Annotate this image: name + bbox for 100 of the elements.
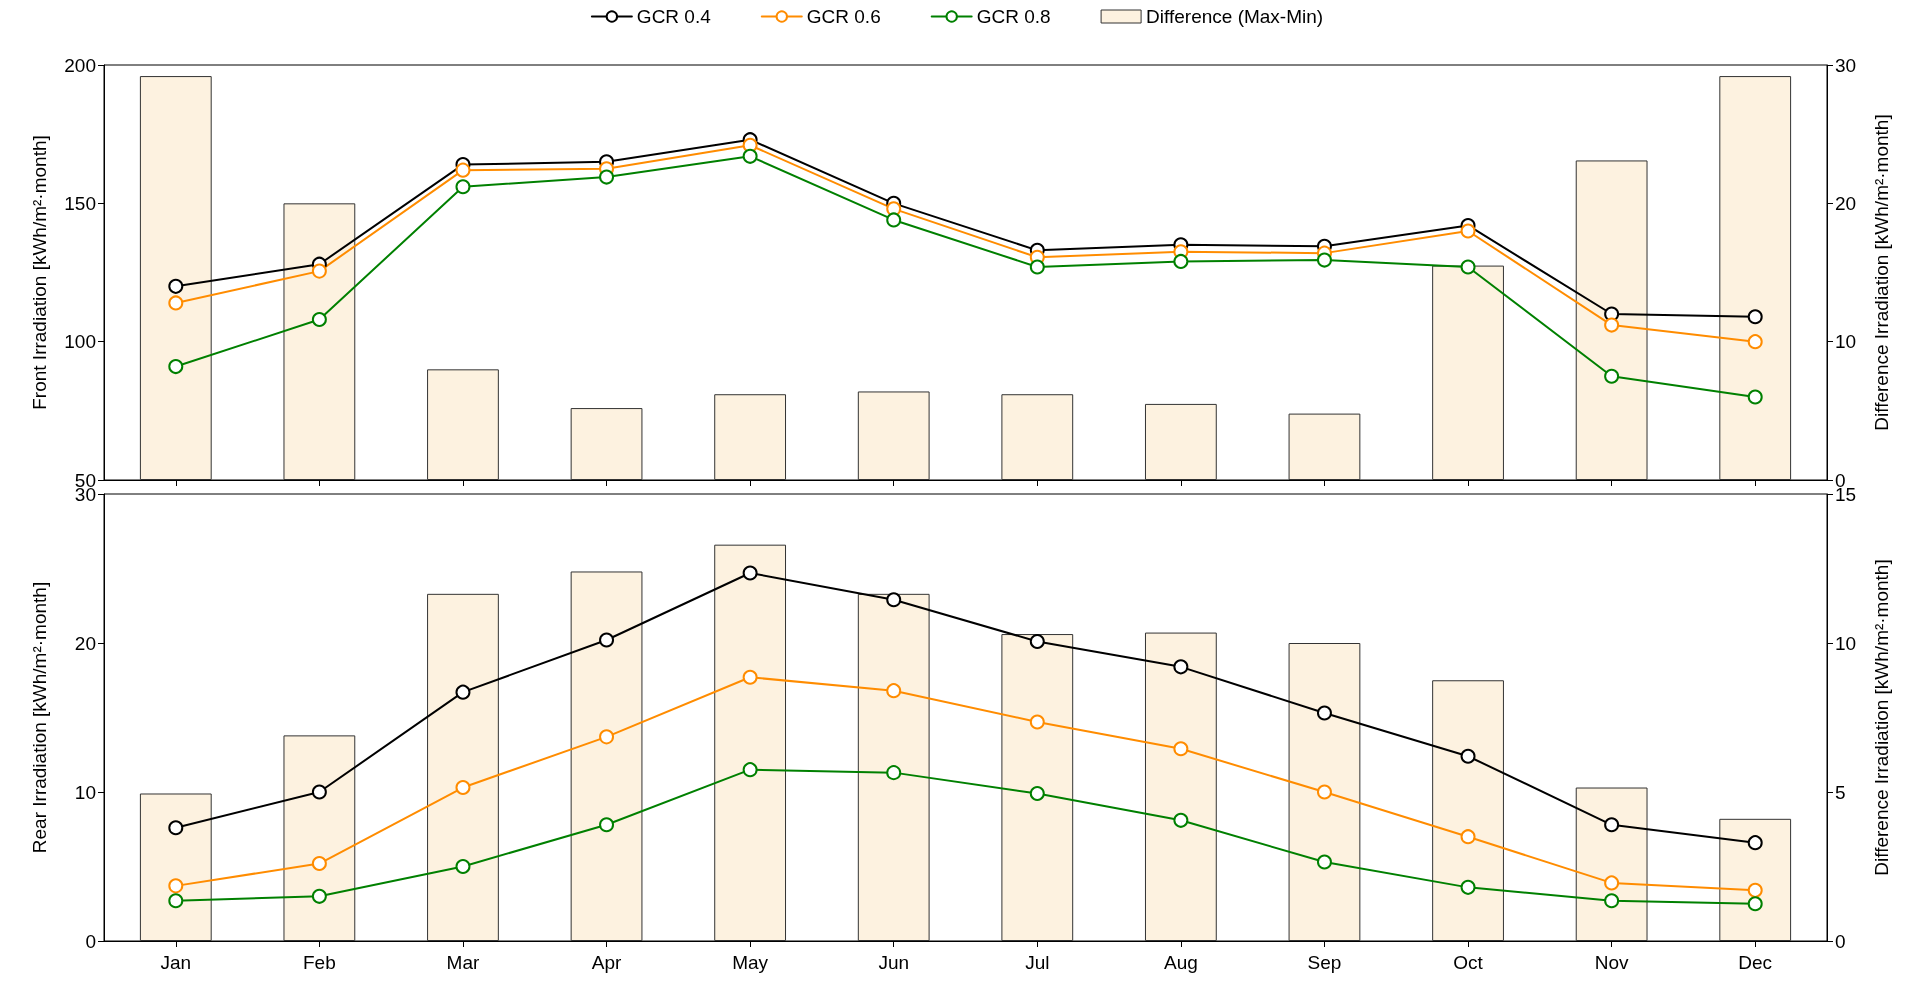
y2-tick-label: 20 [1835,192,1857,214]
point [1029,259,1045,275]
y-tick-label: 150 [64,192,96,214]
point [599,169,615,185]
point [1747,309,1763,325]
bar [1432,265,1504,480]
bar [1719,76,1792,480]
x-tick-label: Aug [1163,952,1198,973]
y2-axis-title: Difference Irradiation [kWh/m²·month] [1871,114,1892,431]
point [311,888,327,904]
point [1747,334,1763,350]
point [886,765,902,781]
point [599,817,615,833]
bar [1432,680,1504,941]
y-tick-label: 200 [64,54,96,76]
point [1460,223,1476,239]
point [1316,784,1332,800]
point [742,148,758,164]
point [168,893,184,909]
point [168,878,184,894]
point [1747,882,1763,898]
y2-tick-label: 5 [1835,781,1846,803]
y-tick-label: 20 [74,632,96,654]
bar [1288,643,1361,941]
bar [1575,160,1648,480]
bar [1144,403,1217,480]
legend-label: GCR 0.6 [806,6,881,27]
y2-tick-label: 0 [1835,930,1846,952]
bar [427,369,499,480]
point [1460,259,1476,275]
point [1604,368,1620,384]
point [168,359,184,375]
bar [1575,787,1648,941]
point [455,859,471,874]
bar [139,793,212,941]
bar [857,593,930,941]
y2-tick-label: 30 [1835,54,1857,76]
point [1747,835,1763,851]
point [1604,875,1620,891]
x-tick-label: Jan [160,952,192,973]
y-axis-title: Front Irradiation [kWh/m²·month] [29,135,50,410]
point [1173,812,1189,828]
y-axis-title: Rear Irradiation [kWh/m²·month] [29,581,50,854]
bar [714,394,787,480]
point [886,683,902,699]
point [1316,705,1332,721]
bar [1719,818,1792,941]
y2-tick-label: 10 [1835,331,1857,353]
point [1173,253,1189,269]
y-tick-label: 0 [85,930,96,952]
point [742,565,758,581]
bar [570,408,643,480]
point [1460,879,1476,895]
bar [1144,632,1217,941]
x-tick-label: Nov [1594,952,1630,973]
point [1029,785,1045,801]
point [311,784,327,800]
point [311,312,327,328]
point [1460,829,1476,845]
point [1173,659,1189,675]
point [1029,634,1045,650]
point [886,592,902,608]
x-tick-label: Jun [878,952,910,973]
bar [714,544,787,941]
point [455,780,471,796]
bar [570,571,643,941]
point [168,278,184,294]
x-tick-label: Sep [1307,952,1342,973]
bar [283,735,356,941]
point [1316,854,1332,870]
point [1604,817,1620,833]
point [1747,896,1763,912]
x-tick-label: Apr [591,952,622,973]
bar [857,391,930,480]
bar [1288,413,1361,480]
y-tick-label: 10 [74,781,96,803]
point [311,856,327,872]
point [886,212,902,228]
x-tick-label: Dec [1738,952,1773,973]
point [742,669,758,685]
legend-label: GCR 0.8 [976,6,1051,27]
point [1029,714,1045,730]
legend-label: GCR 0.4 [636,6,712,27]
point [455,179,471,195]
bar [427,593,499,941]
point [1316,252,1332,268]
x-tick-label: May [732,952,769,973]
point [1604,893,1620,909]
point [1173,741,1189,757]
y-tick-label: 100 [64,331,96,353]
point [1747,389,1763,405]
point [1604,317,1620,333]
bar [139,76,212,480]
y2-tick-label: 10 [1835,632,1857,654]
point [311,263,327,279]
point [168,295,184,311]
point [168,820,184,836]
point [455,162,471,178]
point [455,684,471,700]
point [1460,748,1476,764]
